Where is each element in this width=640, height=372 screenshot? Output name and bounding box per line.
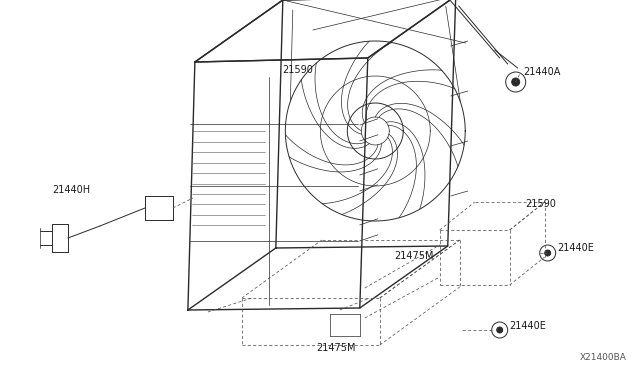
Text: 21475M: 21475M — [394, 251, 433, 261]
Text: 21475M: 21475M — [316, 343, 355, 353]
Text: 21440E: 21440E — [557, 243, 595, 253]
Text: 21440A: 21440A — [524, 67, 561, 77]
Circle shape — [545, 250, 550, 256]
Text: X21400BA: X21400BA — [580, 353, 627, 362]
Text: 21440E: 21440E — [509, 321, 547, 331]
Circle shape — [497, 327, 502, 333]
Text: 21590: 21590 — [525, 199, 557, 209]
Text: 21440H: 21440H — [52, 185, 90, 195]
Text: 21590: 21590 — [282, 65, 313, 75]
Circle shape — [512, 78, 520, 86]
